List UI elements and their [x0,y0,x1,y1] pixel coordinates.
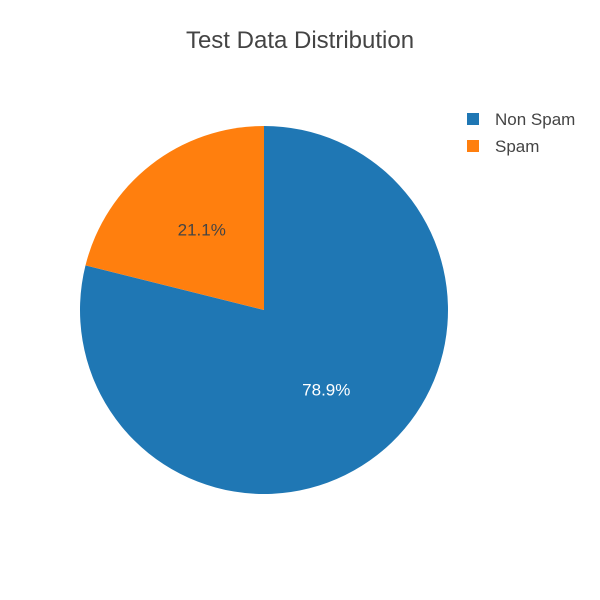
legend-item-spam[interactable]: Spam [467,133,600,160]
slice-label-spam: 21.1% [178,221,226,240]
pie-slice-spam[interactable] [85,126,264,310]
legend: Non Spam Spam [467,106,600,160]
slice-label-non-spam: 78.9% [302,380,350,399]
legend-label-non-spam: Non Spam [495,110,576,129]
chart-title: Test Data Distribution [185,27,415,54]
legend-swatch-spam [467,140,479,152]
legend-swatch-non-spam [467,113,479,125]
legend-item-non-spam[interactable]: Non Spam [467,106,600,133]
legend-label-spam: Spam [495,137,540,156]
